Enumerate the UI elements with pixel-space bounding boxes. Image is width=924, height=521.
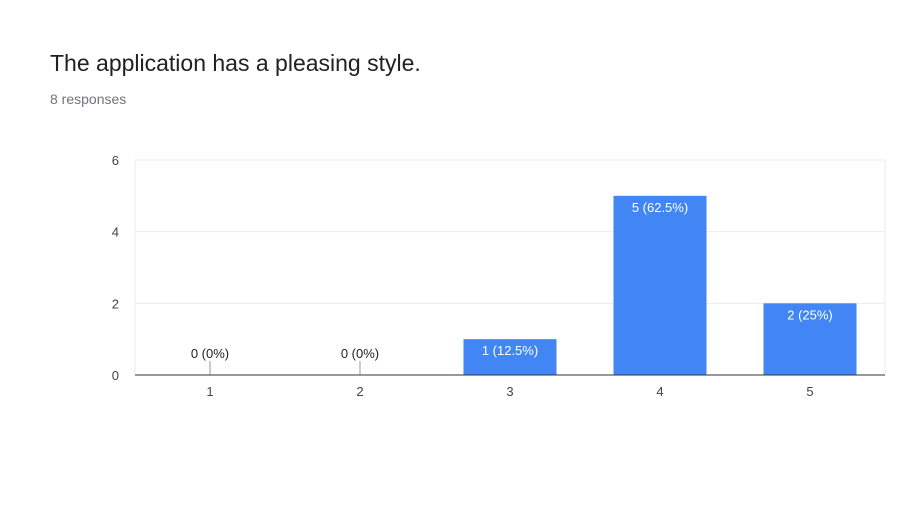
question-title: The application has a pleasing style.: [50, 50, 421, 76]
x-tick-label: 1: [206, 384, 213, 399]
x-tick-label: 3: [506, 384, 513, 399]
data-label: 0 (0%): [191, 346, 229, 361]
data-label: 0 (0%): [341, 346, 379, 361]
y-tick-label: 2: [112, 296, 119, 311]
labels-layer: 0 (0%) 0 (0%) 1 (12.5%) 5 (62.5%) 2 (25%): [191, 200, 833, 361]
y-tick-label: 6: [112, 153, 119, 168]
x-tick-label: 4: [656, 384, 663, 399]
x-tick-label: 5: [806, 384, 813, 399]
y-tick-label: 4: [112, 225, 119, 240]
bar: [463, 339, 557, 375]
axis-layer: 0 2 4 6 1 2 3 4 5: [112, 153, 885, 399]
bar: [613, 195, 707, 375]
bar: [763, 303, 857, 375]
data-label: 1 (12.5%): [482, 343, 538, 358]
x-tick-label: 2: [356, 384, 363, 399]
y-tick-label: 0: [112, 368, 119, 383]
data-label: 5 (62.5%): [632, 200, 688, 215]
data-label: 2 (25%): [787, 307, 833, 322]
response-count: 8 responses: [50, 91, 127, 107]
bars-layer: [209, 195, 857, 375]
